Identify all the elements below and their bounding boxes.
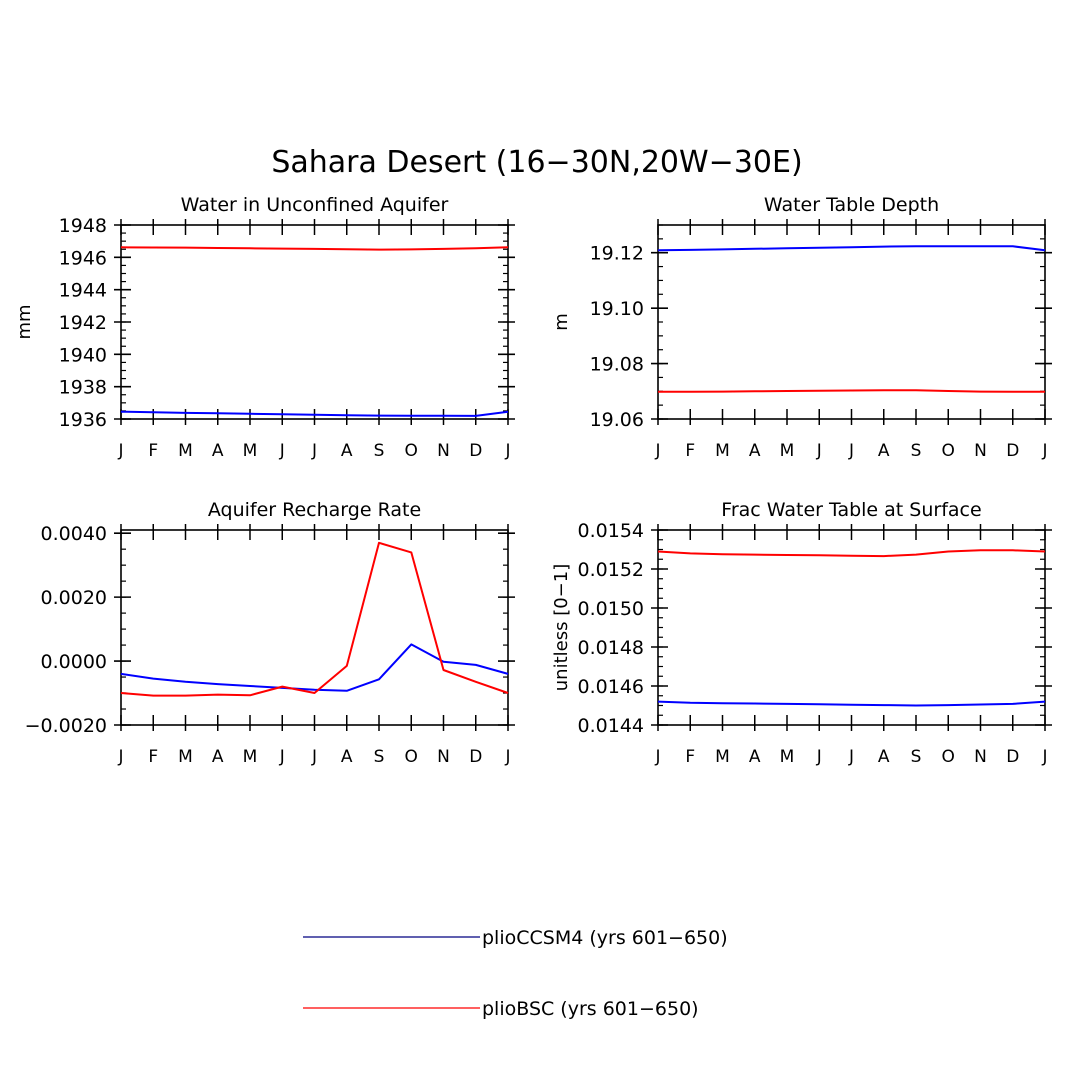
x-tick-label: J: [654, 747, 660, 767]
panel-title: Frac Water Table at Surface: [721, 499, 981, 521]
y-axis-label: mm: [14, 304, 35, 339]
x-tick-label: O: [942, 747, 955, 767]
y-tick-label: 1944: [59, 280, 107, 302]
panel-title: Aquifer Recharge Rate: [208, 499, 421, 521]
y-tick-label: 19.06: [590, 409, 644, 431]
figure-title: Sahara Desert (16−30N,20W−30E): [271, 145, 802, 180]
y-tick-label: 1948: [59, 215, 107, 237]
plot-frame: [657, 529, 1046, 726]
x-tick-label: A: [212, 747, 224, 767]
series-line-pliobsc: [120, 541, 509, 697]
x-tick-label: J: [504, 441, 510, 461]
panel-title: Water in Unconfined Aquifer: [181, 194, 449, 216]
x-tick-label: M: [243, 747, 258, 767]
series-line-pliobsc: [120, 246, 509, 251]
x-tick-label: M: [178, 747, 193, 767]
y-tick-label: 19.12: [590, 243, 644, 265]
legend-label-pliocsm4: plioCCSM4 (yrs 601−650): [482, 927, 728, 949]
x-tick-label: A: [749, 747, 761, 767]
y-tick-label: 19.08: [590, 354, 644, 376]
y-tick-label: 0.0000: [41, 651, 107, 673]
x-tick-label: N: [974, 441, 987, 461]
x-tick-label: A: [878, 747, 890, 767]
x-tick-label: M: [243, 441, 258, 461]
x-tick-label: S: [374, 747, 385, 767]
x-tick-label: J: [848, 441, 854, 461]
x-tick-label: F: [148, 747, 158, 767]
x-tick-label: J: [311, 747, 317, 767]
x-tick-label: M: [715, 747, 730, 767]
x-tick-label: O: [405, 441, 418, 461]
series-line-pliobsc: [658, 389, 1045, 393]
y-axis-label: m: [551, 313, 572, 331]
series-line-plioccsm4: [657, 245, 1046, 252]
y-tick-label: −0.0020: [25, 715, 107, 737]
x-tick-label: J: [117, 747, 123, 767]
x-tick-label: F: [148, 441, 158, 461]
x-tick-label: M: [780, 441, 795, 461]
y-tick-label: 0.0154: [578, 520, 644, 542]
y-tick-label: 0.0040: [41, 523, 107, 545]
x-tick-label: F: [685, 747, 695, 767]
x-tick-label: J: [1041, 441, 1047, 461]
y-tick-label: 0.0146: [578, 676, 644, 698]
x-tick-label: A: [878, 441, 890, 461]
legend-label-pliobsc: plioBSC (yrs 601−650): [482, 998, 699, 1020]
panel-title: Water Table Depth: [764, 194, 939, 216]
x-tick-label: J: [504, 747, 510, 767]
x-tick-label: A: [341, 441, 353, 461]
x-tick-label: A: [341, 747, 353, 767]
series-line-plioccsm4: [120, 410, 509, 417]
series-line-plioccsm4: [120, 643, 509, 692]
x-tick-label: N: [437, 747, 450, 767]
x-tick-label: J: [816, 747, 822, 767]
x-tick-label: A: [749, 441, 761, 461]
x-tick-label: D: [1006, 441, 1019, 461]
series-line-pliobsc: [657, 549, 1046, 558]
x-tick-label: N: [974, 747, 987, 767]
series-line-plioccsm4: [657, 700, 1046, 707]
panel-frac-water-table: Frac Water Table at Surface unitless [0−1…: [551, 499, 1052, 767]
y-tick-label: 1942: [59, 312, 107, 334]
x-tick-label: M: [715, 441, 730, 461]
x-tick-label: D: [1006, 747, 1019, 767]
x-tick-label: J: [117, 441, 123, 461]
x-tick-label: J: [1041, 747, 1047, 767]
x-tick-label: S: [374, 441, 385, 461]
y-tick-label: 1940: [59, 344, 107, 366]
y-tick-label: 0.0150: [578, 598, 644, 620]
x-tick-label: J: [279, 441, 285, 461]
y-tick-label: 0.0144: [578, 715, 644, 737]
y-tick-label: 1936: [59, 409, 107, 431]
x-tick-label: J: [848, 747, 854, 767]
x-tick-label: D: [469, 747, 482, 767]
y-tick-label: 0.0152: [578, 559, 644, 581]
y-axis-label: unitless [0−1]: [551, 564, 572, 691]
x-tick-label: O: [405, 747, 418, 767]
x-tick-label: J: [279, 747, 285, 767]
x-tick-label: J: [816, 441, 822, 461]
x-tick-label: A: [212, 441, 224, 461]
y-tick-label: 1938: [59, 377, 107, 399]
legend: plioCCSM4 (yrs 601−650) plioBSC (yrs 601…: [303, 927, 728, 1020]
y-tick-label: 19.10: [590, 298, 644, 320]
x-tick-label: O: [942, 441, 955, 461]
x-tick-label: D: [469, 441, 482, 461]
x-tick-label: N: [437, 441, 450, 461]
y-tick-label: 0.0020: [41, 587, 107, 609]
x-tick-label: J: [654, 441, 660, 461]
x-tick-label: S: [911, 441, 922, 461]
x-tick-label: F: [685, 441, 695, 461]
y-tick-label: 1946: [59, 247, 107, 269]
y-tick-label: 0.0148: [578, 637, 644, 659]
x-tick-label: M: [780, 747, 795, 767]
plot-frame: [120, 224, 509, 420]
x-tick-label: J: [311, 441, 317, 461]
x-tick-label: M: [178, 441, 193, 461]
x-tick-label: S: [911, 747, 922, 767]
